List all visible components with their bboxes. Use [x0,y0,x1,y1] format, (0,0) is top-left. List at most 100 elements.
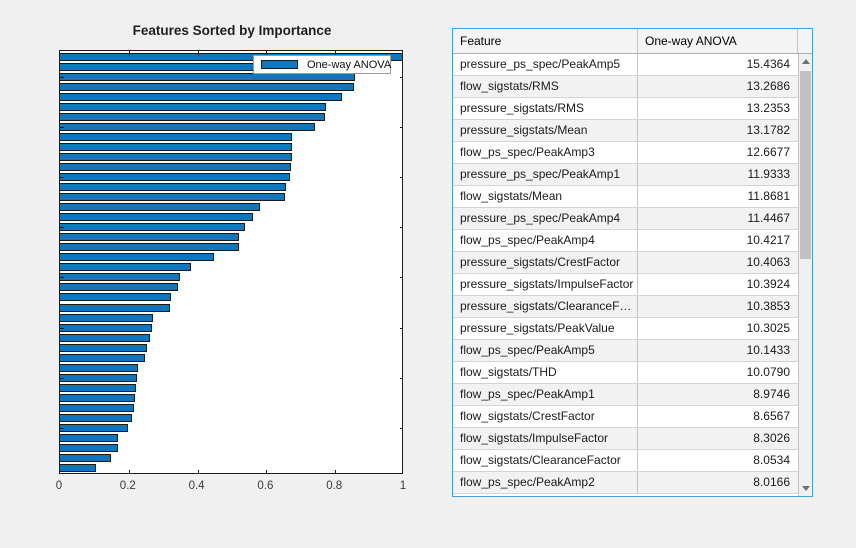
table-row[interactable]: flow_sigstats/CrestFactor 8.6567 [453,406,798,428]
y-axis-tick [60,177,64,179]
table-row[interactable]: pressure_sigstats/RMS 13.2353 [453,98,798,120]
anova-value-cell[interactable]: 8.9746 [753,387,790,401]
feature-cell[interactable]: pressure_sigstats/CrestFactor [453,252,638,273]
feature-cell[interactable]: pressure_ps_spec/PeakAmp5 [453,54,638,75]
scroll-up-arrow-icon[interactable] [802,59,810,64]
table-row[interactable]: pressure_sigstats/PeakValue 10.3025 [453,318,798,340]
feature-cell[interactable]: pressure_sigstats/RMS [453,98,638,119]
importance-bar [60,143,292,152]
anova-value-cell[interactable]: 12.6677 [746,145,790,159]
feature-cell[interactable]: pressure_ps_spec/PeakAmp4 [453,208,638,229]
feature-cell[interactable]: flow_ps_spec/PeakAmp1 [453,384,638,405]
x-axis-tick [198,470,199,473]
importance-bar [60,203,260,212]
y-axis-tick [60,327,64,329]
feature-cell[interactable]: pressure_ps_spec/PeakAmp1 [453,164,638,185]
feature-cell[interactable]: flow_sigstats/Mean [453,186,638,207]
importance-chart-panel: Features Sorted by Importance 0 0.2 0.4 0.6… [55,23,406,492]
feature-cell[interactable]: pressure_sigstats/ClearanceF… [453,296,638,317]
anova-value-cell[interactable]: 8.6567 [753,409,790,423]
feature-cell[interactable]: flow_ps_spec/PeakAmp2 [453,472,638,493]
table-row[interactable]: flow_sigstats/Mean 11.8681 [453,186,798,208]
anova-value-cell[interactable]: 13.2686 [746,79,790,93]
importance-bar [60,433,118,442]
table-row[interactable]: flow_ps_spec/PeakAmp1 8.9746 [453,384,798,406]
importance-bar [60,173,290,182]
legend-bar-swatch-icon [261,60,298,69]
importance-bar [60,313,153,322]
x-axis-tick [129,470,130,473]
importance-bar [60,93,342,102]
table-header-row: Feature One-way ANOVA [453,29,812,54]
feature-cell[interactable]: flow_sigstats/ImpulseFactor [453,428,638,449]
y-axis-tick [400,277,402,279]
table-row[interactable]: pressure_sigstats/Mean 13.1782 [453,120,798,142]
column-header-feature[interactable]: Feature [453,29,638,53]
anova-value-cell[interactable]: 10.3025 [746,321,790,335]
table-row[interactable]: pressure_ps_spec/PeakAmp1 11.9333 [453,164,798,186]
anova-value-cell[interactable]: 13.1782 [746,123,790,137]
table-row[interactable]: flow_ps_spec/PeakAmp5 10.1433 [453,340,798,362]
y-axis-tick [60,127,64,129]
y-axis-tick [400,327,402,329]
table-row[interactable]: pressure_sigstats/CrestFactor 10.4063 [453,252,798,274]
anova-value-cell[interactable]: 10.0790 [746,365,790,379]
anova-value-cell[interactable]: 8.3026 [753,431,790,445]
feature-cell[interactable]: pressure_sigstats/ImpulseFactor [453,274,638,295]
anova-value-cell[interactable]: 11.9333 [747,167,791,181]
table-row[interactable]: pressure_ps_spec/PeakAmp5 15.4364 [453,54,798,76]
table-row[interactable]: flow_ps_spec/PeakAmp4 10.4217 [453,230,798,252]
importance-bar [60,223,245,232]
table-row[interactable]: pressure_sigstats/ClearanceF… 10.3853 [453,296,798,318]
vertical-scrollbar[interactable] [798,54,812,496]
feature-cell[interactable]: flow_ps_spec/PeakAmp5 [453,340,638,361]
feature-cell[interactable]: flow_sigstats/RMS [453,76,638,97]
table-row[interactable]: pressure_sigstats/ImpulseFactor 10.3924 [453,274,798,296]
chart-title: Features Sorted by Importance [132,23,332,38]
importance-bar [60,413,132,422]
column-header-anova[interactable]: One-way ANOVA [638,29,798,53]
feature-cell[interactable]: pressure_sigstats/Mean [453,120,638,141]
table-row[interactable]: flow_sigstats/THD 10.0790 [453,362,798,384]
table-row[interactable]: flow_sigstats/ClearanceFactor 8.0534 [453,450,798,472]
scrollbar-thumb[interactable] [800,71,811,259]
importance-bar [60,383,136,392]
anova-value-cell[interactable]: 10.1433 [746,343,790,357]
scroll-down-arrow-icon[interactable] [802,486,810,491]
importance-bar [60,263,191,272]
feature-cell[interactable]: pressure_sigstats/PeakValue [453,318,638,339]
plot-area [59,50,403,474]
anova-value-cell[interactable]: 10.3853 [746,299,790,313]
y-axis-tick [400,377,402,379]
importance-bar [60,393,135,402]
legend[interactable]: One-way ANOVA [253,55,391,74]
table-row[interactable]: flow_ps_spec/PeakAmp2 8.0166 [453,472,798,494]
anova-value-cell[interactable]: 8.0534 [753,453,790,467]
anova-value-cell[interactable]: 11.4467 [747,211,791,225]
y-axis-tick [400,77,402,79]
feature-cell[interactable]: flow_sigstats/THD [453,362,638,383]
x-axis-tick [129,51,130,56]
anova-value-cell[interactable]: 11.8681 [747,189,791,203]
anova-value-cell[interactable]: 15.4364 [746,57,790,71]
anova-value-cell[interactable]: 10.3924 [746,277,790,291]
feature-cell[interactable]: flow_ps_spec/PeakAmp4 [453,230,638,251]
anova-value-cell[interactable]: 13.2353 [746,101,790,115]
x-axis-tick-label: 0 [55,480,63,492]
importance-bar [60,153,292,162]
anova-value-cell[interactable]: 8.0166 [753,475,790,489]
table-row[interactable]: pressure_ps_spec/PeakAmp4 11.4467 [453,208,798,230]
feature-cell[interactable]: flow_sigstats/ClearanceFactor [453,450,638,471]
anova-value-cell[interactable]: 10.4063 [746,255,790,269]
table-row[interactable]: flow_ps_spec/PeakAmp3 12.6677 [453,142,798,164]
y-axis-tick [60,427,64,429]
anova-value-cell[interactable]: 10.4217 [746,233,790,247]
importance-bar [60,213,253,222]
feature-cell[interactable]: flow_sigstats/CrestFactor [453,406,638,427]
importance-bar [60,323,152,332]
importance-bar [60,333,150,342]
feature-cell[interactable]: flow_ps_spec/PeakAmp3 [453,142,638,163]
table-row[interactable]: flow_sigstats/RMS 13.2686 [453,76,798,98]
column-header-stub [798,29,812,53]
table-row[interactable]: flow_sigstats/ImpulseFactor 8.3026 [453,428,798,450]
